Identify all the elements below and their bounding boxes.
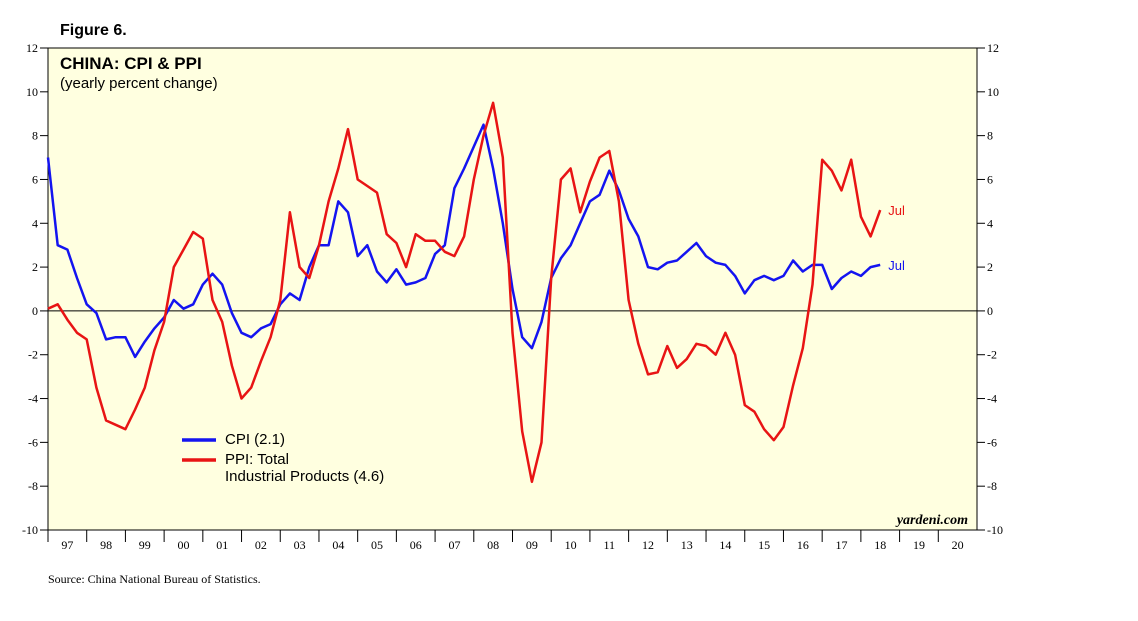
y-tick-label: -10 (987, 523, 1003, 537)
y-tick-label: 12 (26, 41, 38, 55)
x-tick-label: 13 (681, 538, 693, 552)
legend-label: PPI: Total Industrial Products (4.6) (225, 451, 385, 485)
x-tick-label: 02 (255, 538, 267, 552)
source: Source: China National Bureau of Statist… (48, 572, 261, 586)
x-tick-label: 06 (410, 538, 422, 552)
x-tick-label: 17 (836, 538, 848, 552)
legend-label: CPI (2.1) (225, 431, 286, 448)
y-tick-label: -8 (987, 479, 997, 493)
y-tick-label: 10 (26, 85, 38, 99)
x-tick-label: 08 (487, 538, 499, 552)
figure-label: Figure 6. (60, 22, 127, 39)
x-tick-label: 04 (332, 538, 344, 552)
y-tick-label: -8 (28, 479, 38, 493)
end-label: Jul (888, 203, 905, 218)
y-tick-label: 8 (32, 129, 38, 143)
y-tick-label: 6 (987, 172, 993, 186)
series-line (47, 101, 882, 484)
x-tick-label: 18 (874, 538, 886, 552)
y-tick-label: -10 (22, 523, 38, 537)
x-tick-label: 97 (61, 538, 73, 552)
y-tick-label: 8 (987, 129, 993, 143)
x-tick-label: 11 (603, 538, 615, 552)
x-tick-label: 01 (216, 538, 228, 552)
series-line (46, 123, 881, 359)
x-tick-label: 14 (719, 538, 731, 552)
y-tick-label: -2 (28, 348, 38, 362)
y-tick-label: -6 (987, 435, 997, 449)
y-tick-label: -4 (987, 392, 997, 406)
y-tick-label: 0 (987, 304, 993, 318)
y-tick-label: 4 (32, 216, 38, 230)
x-tick-label: 99 (139, 538, 151, 552)
x-tick-label: 16 (797, 538, 809, 552)
x-tick-label: 07 (448, 538, 460, 552)
x-tick-label: 20 (952, 538, 964, 552)
watermark: yardeni.com (895, 513, 968, 528)
y-tick-label: 4 (987, 216, 993, 230)
y-tick-label: 6 (32, 172, 38, 186)
x-tick-label: 12 (642, 538, 654, 552)
y-tick-label: 0 (32, 304, 38, 318)
y-tick-label: 2 (987, 260, 993, 274)
y-tick-label: -6 (28, 435, 38, 449)
y-tick-label: -2 (987, 348, 997, 362)
x-tick-label: 03 (294, 538, 306, 552)
y-tick-label: 12 (987, 41, 999, 55)
x-tick-label: 98 (100, 538, 112, 552)
x-tick-label: 09 (526, 538, 538, 552)
x-tick-label: 10 (565, 538, 577, 552)
chart-subtitle: (yearly percent change) (60, 75, 218, 92)
y-tick-label: 10 (987, 85, 999, 99)
x-tick-label: 19 (913, 538, 925, 552)
y-tick-label: 2 (32, 260, 38, 274)
x-tick-label: 05 (371, 538, 383, 552)
chart-title: CHINA: CPI & PPI (60, 54, 202, 73)
end-label: Jul (888, 258, 905, 273)
y-tick-label: -4 (28, 392, 38, 406)
x-tick-label: 00 (177, 538, 189, 552)
x-tick-label: 15 (758, 538, 770, 552)
